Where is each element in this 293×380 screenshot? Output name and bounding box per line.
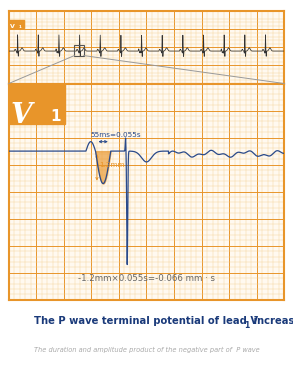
Bar (74, 45, 84, 55)
Text: increases: increases (250, 316, 293, 326)
Text: 1.2mm: 1.2mm (99, 162, 124, 168)
Text: The P wave terminal potential of lead V: The P wave terminal potential of lead V (35, 316, 258, 326)
Text: -1.2mm×0.055s=-0.066 mm · s: -1.2mm×0.055s=-0.066 mm · s (78, 274, 215, 283)
Text: 1: 1 (245, 321, 250, 330)
Text: 1: 1 (19, 25, 22, 29)
FancyBboxPatch shape (9, 20, 25, 28)
Text: 55ms=0.055s: 55ms=0.055s (91, 132, 141, 138)
Text: V: V (10, 24, 15, 29)
FancyBboxPatch shape (9, 84, 65, 124)
Text: The duration and amplitude product of the negative part of  P wave: The duration and amplitude product of th… (34, 347, 259, 353)
Text: V: V (11, 102, 33, 129)
Text: 1: 1 (50, 109, 61, 124)
